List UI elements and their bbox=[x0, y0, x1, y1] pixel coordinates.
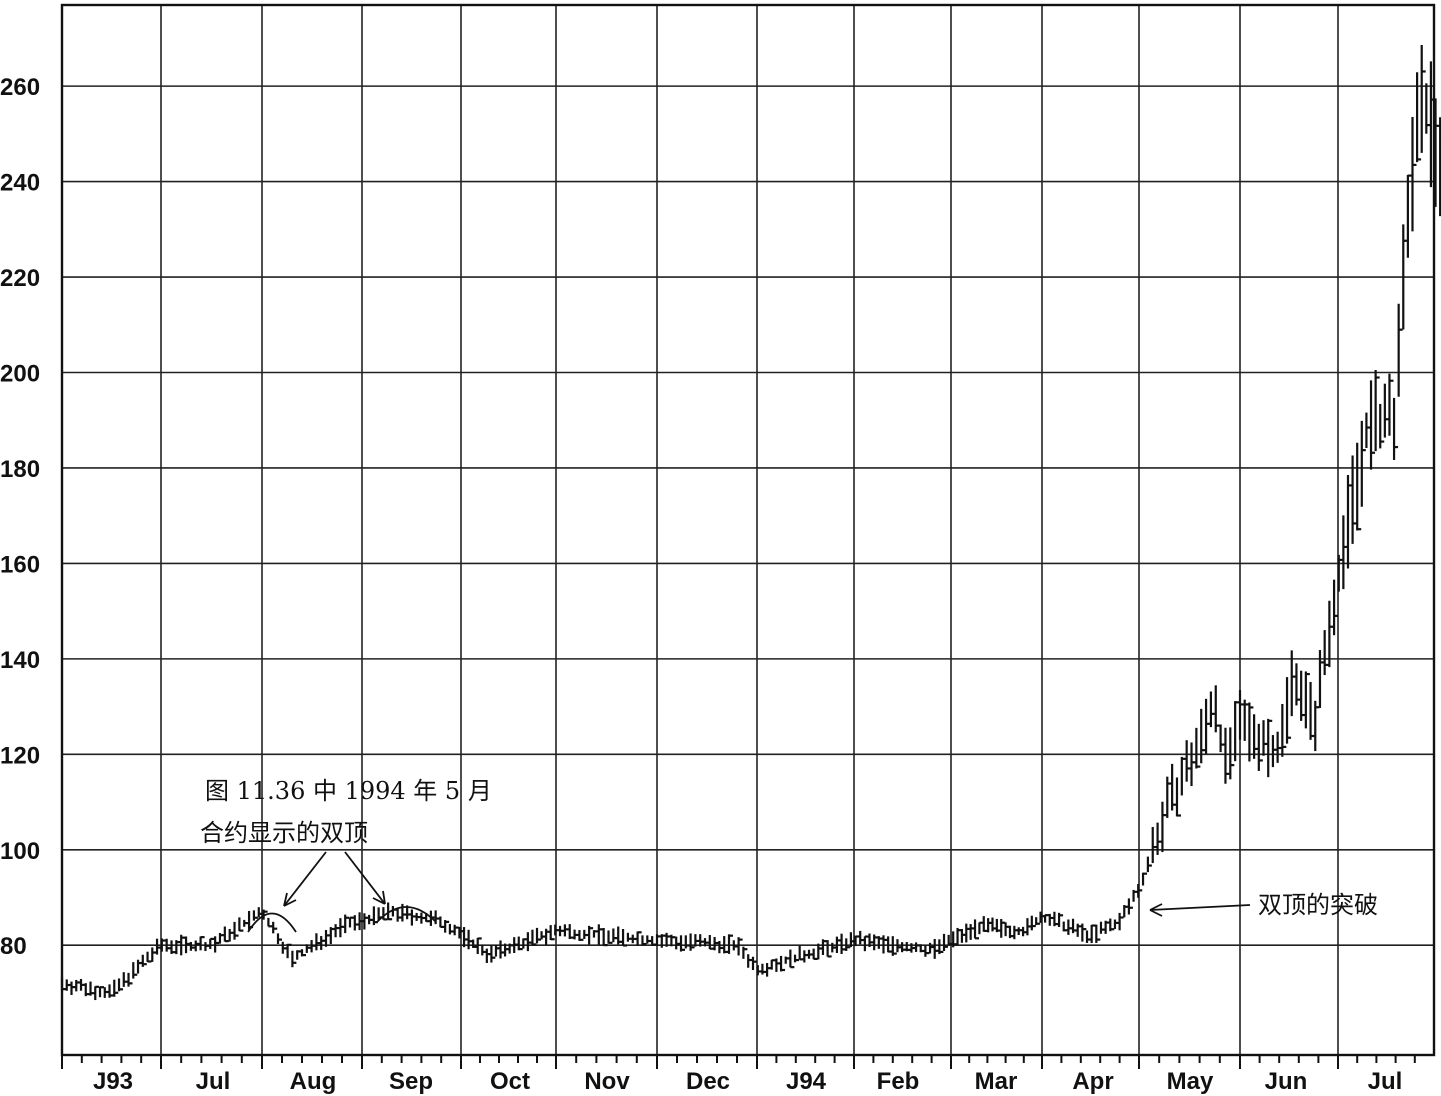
x-tick-label: Mar bbox=[975, 1068, 1018, 1095]
breakout-note: 双顶的突破 bbox=[1258, 891, 1378, 919]
x-tick-label: Sep bbox=[389, 1068, 433, 1095]
y-tick-label: 240 bbox=[0, 170, 40, 197]
x-tick-label: Apr bbox=[1072, 1068, 1113, 1095]
x-tick-label: Jul bbox=[196, 1068, 231, 1095]
grid-layer bbox=[61, 5, 1435, 1055]
arrow-head-1 bbox=[283, 892, 297, 907]
double-top-arc-2 bbox=[376, 906, 437, 923]
double-top-note-line2: 合约显示的双顶 bbox=[200, 819, 368, 847]
double-top-note-line1: 图 11.36 中 1994 年 5 月 bbox=[205, 777, 492, 805]
annotations: 图 11.36 中 1994 年 5 月 合约显示的双顶 双顶的突破 bbox=[200, 777, 1378, 933]
arrow-head-2 bbox=[372, 890, 386, 905]
double-top-arc-1 bbox=[247, 912, 297, 933]
price-bars bbox=[60, 44, 1441, 1001]
x-tick-label: Feb bbox=[877, 1068, 920, 1095]
arrow-line-2 bbox=[344, 851, 386, 905]
x-tick-label: May bbox=[1167, 1068, 1214, 1095]
y-tick-label: 120 bbox=[0, 742, 40, 769]
y-tick-label: 260 bbox=[0, 74, 40, 101]
arrow-line-3 bbox=[1149, 904, 1251, 911]
y-tick-label: 140 bbox=[0, 647, 40, 674]
x-tick-label: J93 bbox=[93, 1068, 133, 1095]
x-tick-label: Dec bbox=[686, 1068, 730, 1095]
x-tick-label: Jun bbox=[1265, 1068, 1308, 1095]
plot-frame bbox=[60, 3, 1436, 1057]
y-tick-label: 160 bbox=[0, 551, 40, 578]
y-tick-label: 220 bbox=[0, 265, 40, 292]
x-tick-label: J94 bbox=[786, 1068, 827, 1095]
x-tick-label: Oct bbox=[490, 1068, 530, 1095]
x-tick-label: Nov bbox=[584, 1068, 630, 1095]
arrow-head-3 bbox=[1149, 903, 1163, 917]
y-tick-label: 180 bbox=[0, 456, 40, 483]
x-tick-label: Aug bbox=[290, 1068, 337, 1095]
arrow-line-1 bbox=[283, 851, 327, 907]
x-tick-label: Jul bbox=[1368, 1068, 1403, 1095]
y-tick-label: 80 bbox=[0, 933, 27, 960]
y-tick-label: 100 bbox=[0, 838, 40, 865]
y-tick-label: 200 bbox=[0, 361, 40, 388]
axes: 80 100 120 140 160 180 200 220 240 260 J93 Jul Aug Se… bbox=[0, 3, 1436, 1095]
